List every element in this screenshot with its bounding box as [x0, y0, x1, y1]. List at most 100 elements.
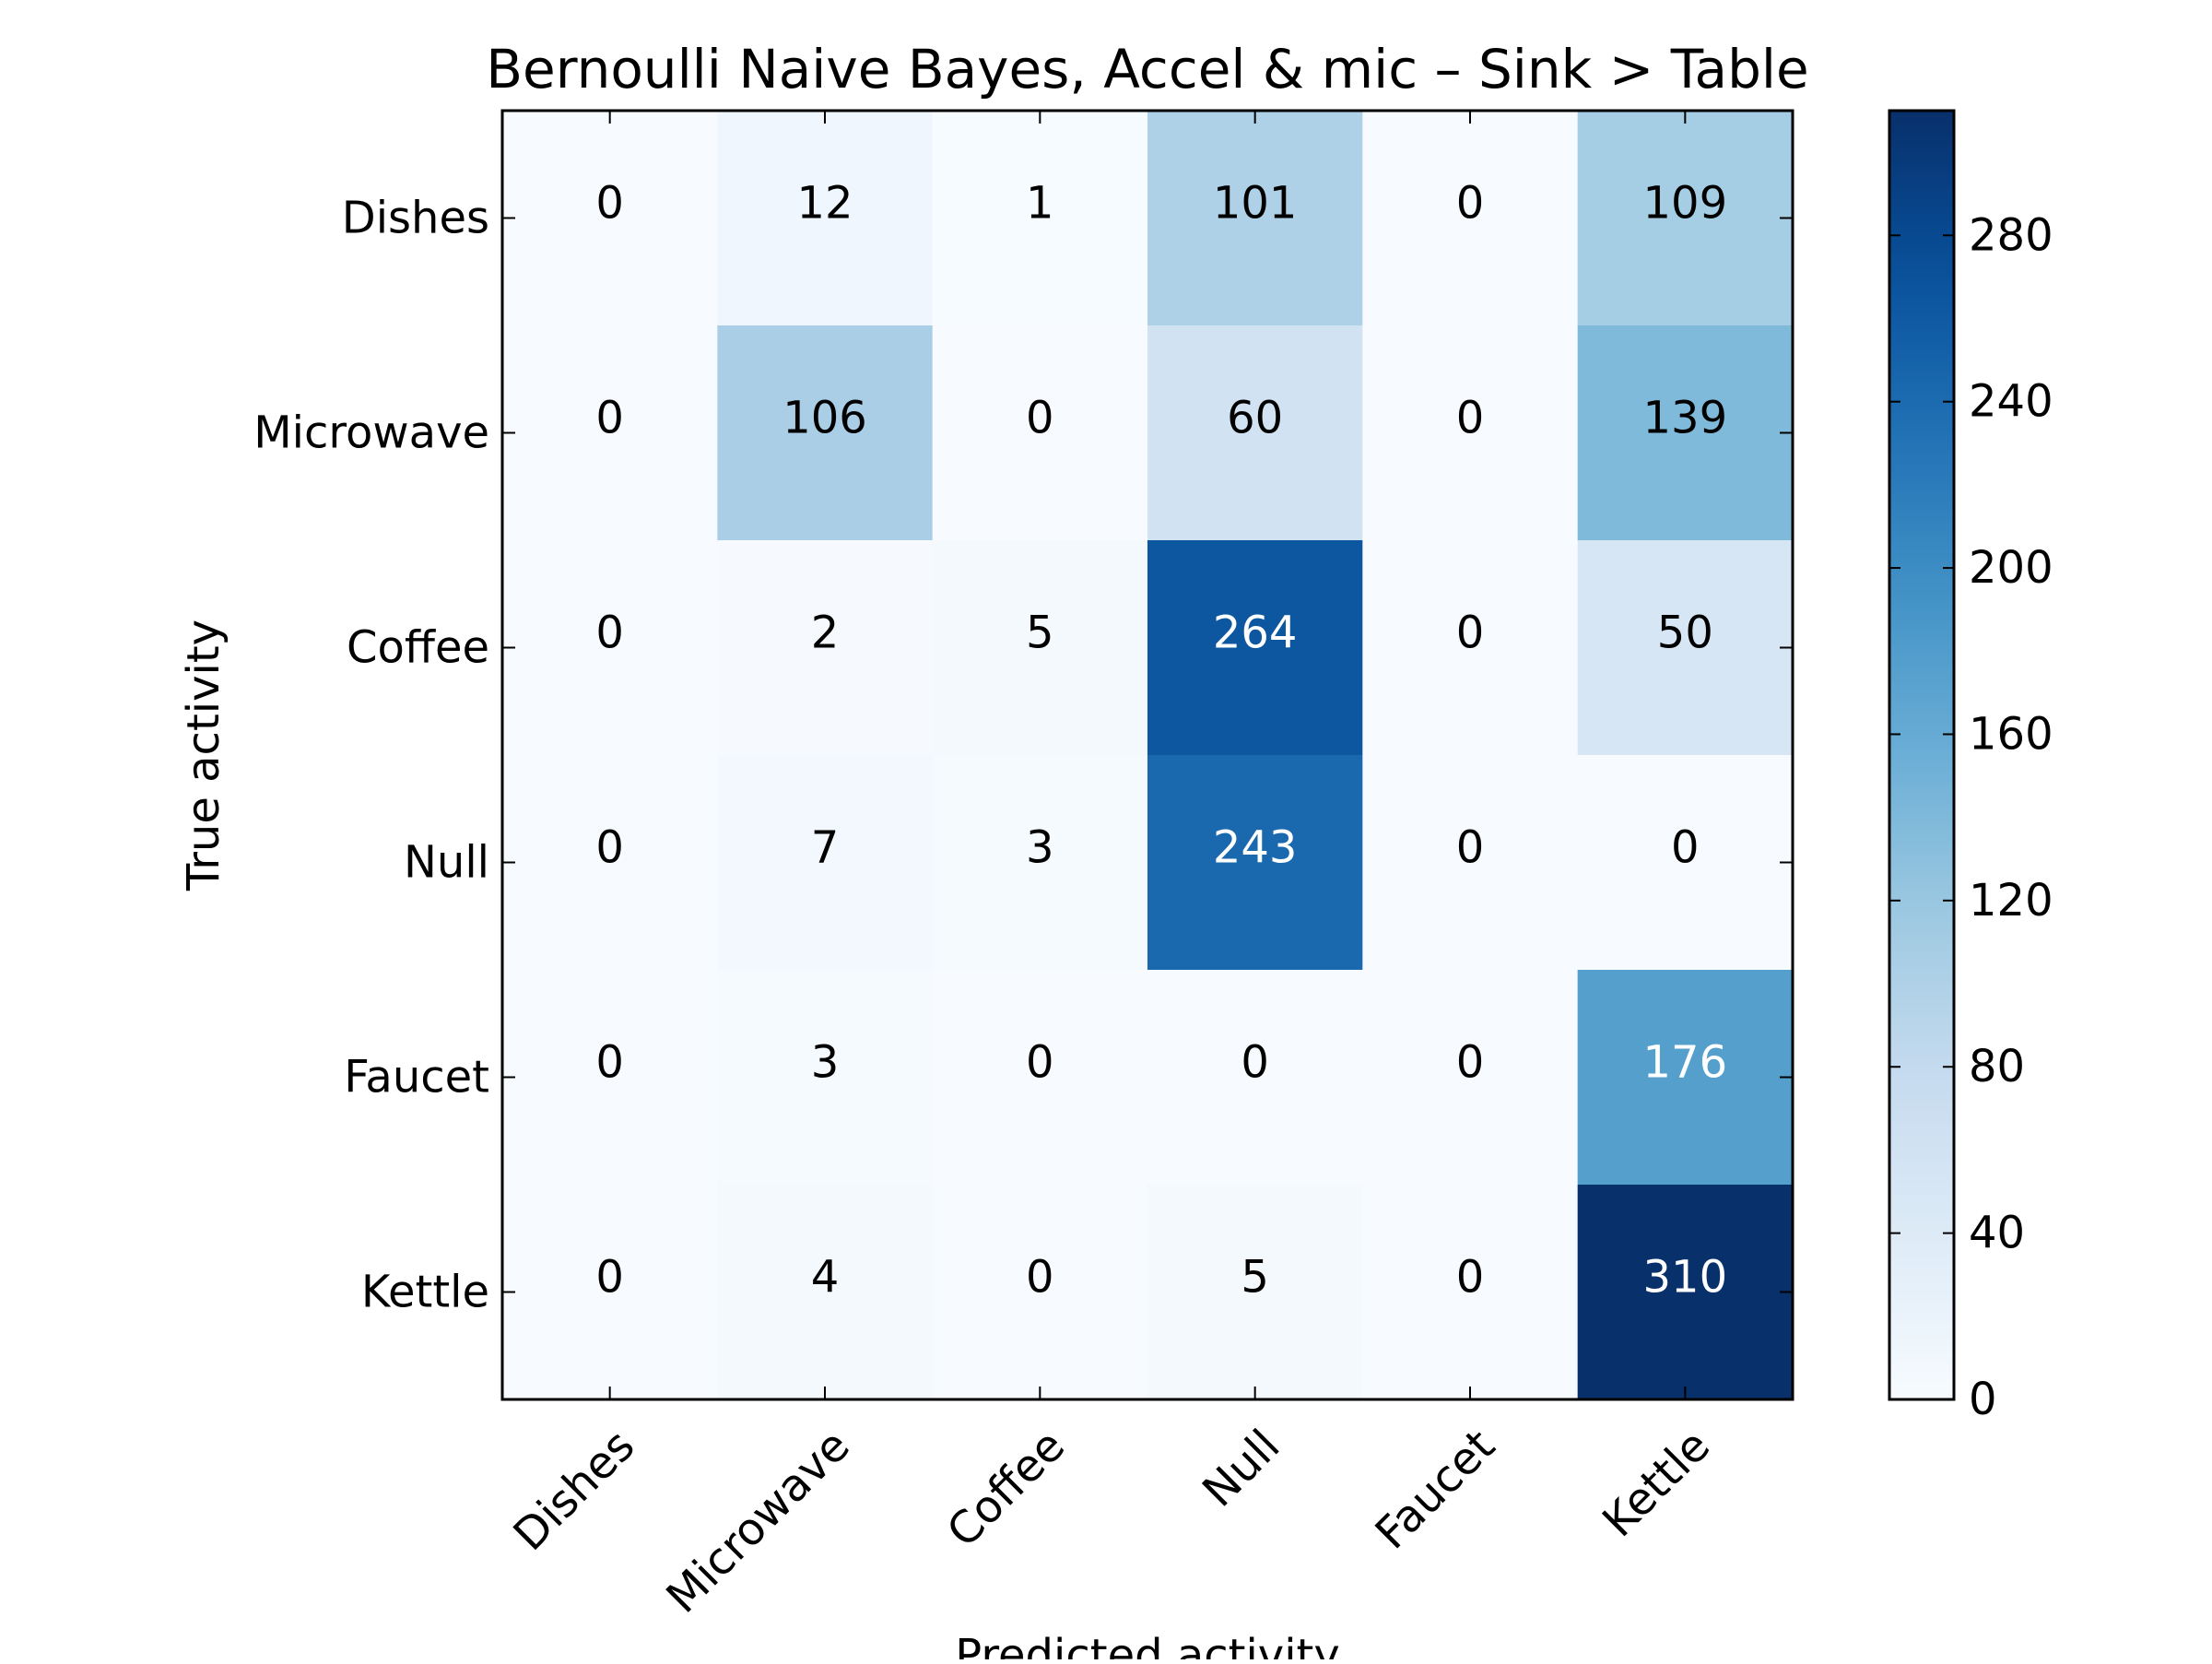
colorbar-tick-label: 0	[1969, 1374, 1997, 1425]
heatmap-cell	[717, 755, 934, 971]
cell-value-label: 60	[1227, 393, 1283, 444]
cell-value-label: 310	[1643, 1252, 1728, 1304]
heatmap-cell	[1147, 111, 1363, 326]
heatmap-cell	[502, 755, 718, 971]
heatmap-cell	[502, 1185, 718, 1400]
heatmap-cell	[1577, 111, 1794, 326]
heatmap-cell	[1147, 970, 1363, 1186]
cell-value-label: 0	[1026, 1252, 1054, 1304]
cell-value-label: 0	[1456, 608, 1485, 659]
cell-value-label: 264	[1213, 608, 1298, 659]
cell-value-label: 3	[811, 1037, 840, 1089]
heatmap-cell	[932, 1185, 1148, 1400]
x-tick-label: Faucet	[1366, 1420, 1505, 1559]
cell-value-label: 12	[796, 178, 853, 230]
heatmap-cell	[502, 111, 718, 326]
colorbar-tick-label: 200	[1969, 542, 2053, 594]
heatmap-cell	[1362, 540, 1579, 756]
cell-value-label: 139	[1643, 393, 1728, 444]
cell-value-label: 243	[1213, 822, 1298, 874]
heatmap-cell	[932, 111, 1148, 326]
heatmap-cell	[502, 540, 718, 756]
chart-title: Bernoulli Naive Bayes, Accel & mic – Sin…	[486, 38, 1808, 100]
heatmap-cell	[1147, 1185, 1363, 1400]
heatmap-cell	[717, 1185, 934, 1400]
y-tick-label: Dishes	[342, 193, 489, 244]
heatmap-cell	[1362, 970, 1579, 1186]
cell-value-label: 0	[1671, 822, 1700, 874]
cell-value-label: 106	[782, 393, 867, 444]
heatmap-cell	[1362, 111, 1579, 326]
heatmap-cell	[502, 325, 718, 541]
heatmap-cell	[717, 111, 934, 326]
x-tick-label: Kettle	[1593, 1420, 1720, 1547]
cell-value-label: 5	[1241, 1252, 1269, 1304]
cell-value-label: 0	[1026, 1037, 1054, 1089]
cell-value-label: 5	[1026, 608, 1054, 659]
colorbar-tick-label: 240	[1969, 376, 2053, 428]
x-axis-label: Predicted activity	[955, 1630, 1340, 1659]
cell-value-label: 101	[1213, 178, 1298, 230]
cell-value-label: 0	[595, 393, 624, 444]
heatmap-cell	[932, 970, 1148, 1186]
heatmap-cell	[1577, 325, 1794, 541]
heatmap-cell	[502, 970, 718, 1186]
y-tick-label: Coffee	[347, 622, 489, 674]
y-tick-label: Microwave	[253, 407, 489, 459]
colorbar-tick-label: 280	[1969, 209, 2053, 261]
x-tick-label: Dishes	[504, 1420, 645, 1561]
cell-value-label: 0	[595, 1037, 624, 1089]
cell-value-label: 0	[595, 178, 624, 230]
cell-value-label: 0	[1456, 822, 1485, 874]
cell-value-label: 2	[811, 608, 840, 659]
cell-value-label: 4	[811, 1252, 840, 1304]
y-axis-label: True activity	[178, 620, 229, 891]
colorbar-tick-label: 80	[1969, 1041, 2025, 1092]
heatmap-cell	[717, 325, 934, 541]
colorbar-ticks: 0 40 80 120 160 200 240 280	[1889, 209, 2053, 1425]
cell-value-label: 7	[811, 822, 840, 874]
heatmap-cell	[1577, 970, 1794, 1186]
cell-value-label: 1	[1026, 178, 1054, 230]
heatmap-cell	[1147, 755, 1363, 971]
heatmap-cell	[717, 540, 934, 756]
colorbar-tick-label: 40	[1969, 1208, 2025, 1259]
y-tick-label: Faucet	[344, 1052, 489, 1103]
cell-value-label: 0	[1456, 1037, 1485, 1089]
cell-value-label: 0	[1241, 1037, 1269, 1089]
x-tick-label: Null	[1193, 1420, 1289, 1516]
heatmap-cell	[1147, 540, 1363, 756]
heatmap-cells	[502, 111, 1794, 1400]
heatmap-cell	[932, 325, 1148, 541]
heatmap-cell	[1362, 325, 1579, 541]
heatmap-cell	[1577, 1185, 1794, 1400]
cell-value-label: 0	[1456, 1252, 1485, 1304]
cell-value-label: 109	[1643, 178, 1728, 230]
y-tick-label: Null	[404, 837, 489, 889]
heatmap-cell	[1577, 540, 1794, 756]
cell-value-label: 0	[595, 608, 624, 659]
x-tick-label: Coffee	[937, 1420, 1075, 1557]
heatmap-cell	[1362, 755, 1579, 971]
heatmap-cell	[1577, 755, 1794, 971]
heatmap-cell	[717, 970, 934, 1186]
colorbar-tick-label: 160	[1969, 708, 2053, 760]
x-tick-label: Microwave	[656, 1420, 859, 1623]
colorbar	[1888, 109, 1956, 1401]
cell-value-label: 0	[1026, 393, 1054, 444]
colorbar-tick-label: 120	[1969, 875, 2053, 926]
heatmap-cell	[1147, 325, 1363, 541]
plot-frame	[500, 109, 1794, 1401]
cell-value-label: 0	[1456, 393, 1485, 444]
cell-value-label: 0	[595, 1252, 624, 1304]
heatmap-cell	[932, 540, 1148, 756]
cell-value-label: 176	[1643, 1037, 1728, 1089]
cell-value-label: 3	[1026, 822, 1054, 874]
cell-value-label: 50	[1657, 608, 1713, 659]
cell-value-label: 0	[595, 822, 624, 874]
cell-value-label: 0	[1456, 178, 1485, 230]
heatmap-cell	[932, 755, 1148, 971]
